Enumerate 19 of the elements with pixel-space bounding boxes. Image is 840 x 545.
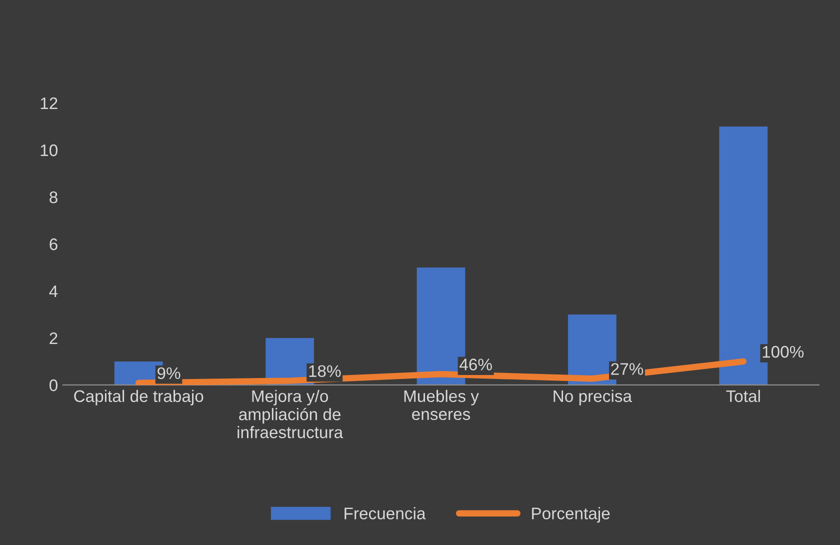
y-tick-label: 2 [50,332,58,344]
y-tick-label: 4 [49,286,58,298]
y-tick-label: 6 [50,238,58,250]
x-tick-label: Capital de trabajo [74,390,204,406]
y-tick-label: 0 [50,379,58,392]
legend-label: Frecuencia [344,507,426,520]
data-label: 18% [309,365,341,378]
legend-label: Porcentaje [532,507,610,523]
x-tick-label: Muebles y enseres [404,390,479,420]
data-label: 27% [611,363,644,375]
x-tick-label: Total [726,390,760,402]
data-label: 100% [762,346,804,358]
y-tick-label: 10 [40,144,58,156]
x-tick-label: Mejora y/o ampliación de infraestructura [238,390,344,438]
data-label: 46% [460,358,492,370]
y-tick-label: 8 [50,191,58,204]
x-tick-label: No precisa [554,390,632,406]
data-label: 9% [158,367,180,380]
y-tick-label: 12 [40,97,58,110]
